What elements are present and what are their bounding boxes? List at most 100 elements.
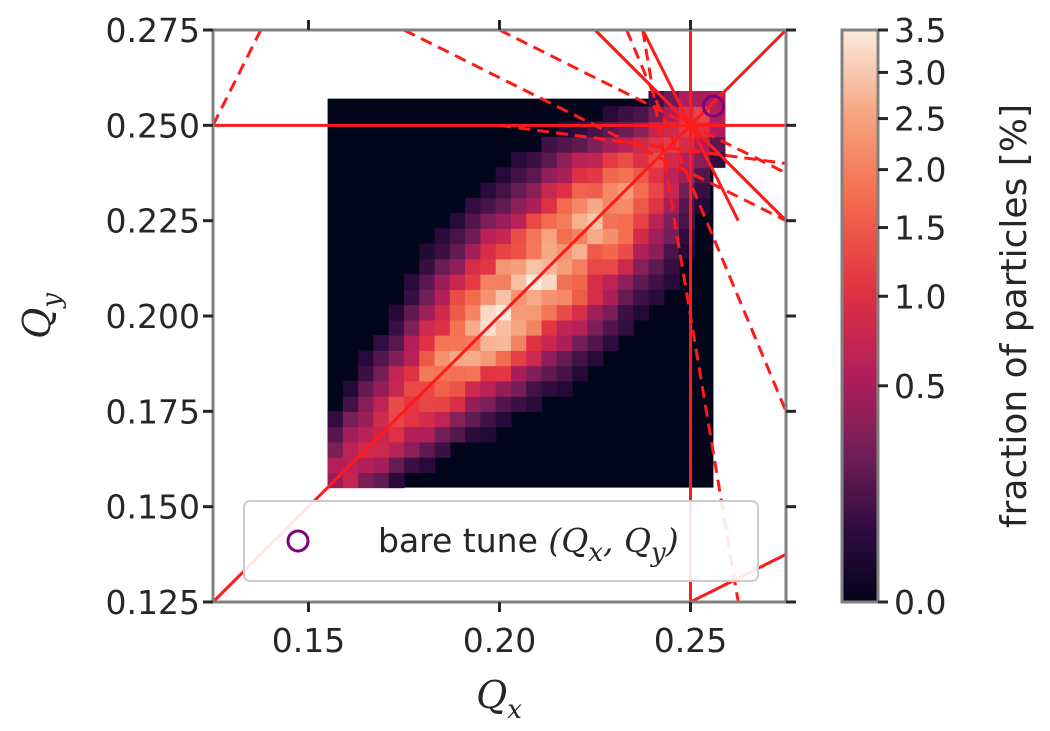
heatmap-bin bbox=[495, 274, 512, 290]
heatmap-bin bbox=[419, 304, 436, 321]
heatmap-bin bbox=[572, 167, 588, 184]
heatmap-bin bbox=[342, 426, 359, 443]
heatmap-bin bbox=[679, 197, 695, 214]
heatmap-bin bbox=[587, 319, 604, 336]
heatmap-bin bbox=[526, 304, 543, 321]
heatmap-bin bbox=[602, 213, 619, 229]
x-tick-label: 0.25 bbox=[654, 621, 727, 660]
heatmap-bin bbox=[404, 335, 420, 351]
heatmap-bin bbox=[541, 213, 558, 229]
heatmap-bin bbox=[495, 396, 512, 412]
heatmap-bin bbox=[419, 365, 436, 382]
heatmap-bin bbox=[434, 335, 451, 351]
heatmap-bin bbox=[648, 213, 665, 229]
heatmap-bin bbox=[572, 197, 588, 214]
heatmap-bin bbox=[434, 426, 451, 443]
heatmap-bin bbox=[617, 243, 634, 260]
colorbar-frame bbox=[840, 28, 880, 604]
heatmap-bin bbox=[465, 289, 481, 306]
heatmap-bin bbox=[342, 441, 359, 458]
heatmap-bin bbox=[404, 426, 420, 443]
heatmap-bin bbox=[526, 396, 543, 412]
heatmap-bin bbox=[648, 228, 665, 245]
heatmap-bin bbox=[541, 136, 558, 153]
heatmap-bin bbox=[434, 289, 451, 306]
heatmap-bin bbox=[602, 182, 619, 199]
colorbar-tick-label: 2.0 bbox=[894, 151, 946, 190]
heatmap-bin bbox=[373, 441, 390, 458]
heatmap-bin bbox=[358, 472, 375, 489]
heatmap-bin bbox=[663, 228, 680, 245]
heatmap-bin bbox=[617, 106, 634, 123]
heatmap-bin bbox=[419, 274, 436, 290]
heatmap-bin bbox=[526, 258, 543, 275]
heatmap-bin bbox=[572, 304, 588, 321]
colorbar-tick-label: 2.5 bbox=[894, 100, 946, 139]
heatmap-bin bbox=[342, 380, 359, 397]
heatmap-bin bbox=[541, 228, 558, 245]
heatmap-bin bbox=[419, 350, 436, 367]
heatmap-bin bbox=[572, 335, 588, 351]
heatmap-bin bbox=[510, 319, 527, 336]
heatmap-bin bbox=[526, 350, 543, 367]
heatmap-bin bbox=[449, 426, 466, 443]
heatmap-bin bbox=[648, 197, 665, 214]
heatmap-bin bbox=[388, 426, 405, 443]
colorbar-tick-label: 0.0 bbox=[894, 583, 946, 622]
heatmap-bin bbox=[449, 228, 466, 245]
heatmap-bin bbox=[556, 304, 573, 321]
heatmap-bin bbox=[434, 274, 451, 290]
heatmap-bin bbox=[388, 335, 405, 351]
heatmap-bin bbox=[404, 289, 420, 306]
heatmap-bin bbox=[434, 380, 451, 397]
heatmap-bin bbox=[617, 213, 634, 229]
heatmap-bin bbox=[572, 350, 588, 367]
heatmap-bin bbox=[434, 411, 451, 428]
heatmap-bin bbox=[572, 319, 588, 336]
heatmap-bin bbox=[556, 335, 573, 351]
heatmap-bin bbox=[465, 197, 481, 214]
colorbar-tick-label: 1.5 bbox=[894, 209, 946, 248]
resonance-line-dashed bbox=[498, 30, 786, 175]
colorbar: 0.0 0.5 1.0 1.5 2.0 2.5 3.03.5 fraction of par… bbox=[840, 11, 1035, 622]
heatmap-bin bbox=[388, 472, 405, 489]
heatmap-bin bbox=[617, 152, 634, 168]
heatmap-bin bbox=[449, 411, 466, 428]
heatmap-bin bbox=[358, 426, 375, 443]
y-axis-label: Qy bbox=[15, 293, 67, 339]
heatmap-bin bbox=[388, 380, 405, 397]
heatmap-bin bbox=[541, 167, 558, 184]
heatmap-bin bbox=[327, 441, 344, 458]
heatmap-bin bbox=[449, 274, 466, 290]
heatmap-bin bbox=[419, 457, 436, 473]
heatmap-bin bbox=[633, 182, 650, 199]
heatmap-bin bbox=[495, 319, 512, 336]
heatmap-bin bbox=[465, 274, 481, 290]
heatmap-bin bbox=[587, 136, 604, 153]
heatmap-bin bbox=[480, 396, 497, 412]
heatmap-bin bbox=[388, 319, 405, 336]
heatmap-bin bbox=[327, 457, 344, 473]
colorbar-tick-label: 3.5 bbox=[894, 11, 946, 50]
heatmap-bin bbox=[480, 426, 497, 443]
heatmap-bin bbox=[633, 258, 650, 275]
heatmap-bin bbox=[648, 167, 665, 184]
heatmap-bin bbox=[480, 335, 497, 351]
heatmap-bin bbox=[541, 197, 558, 214]
heatmap-bin bbox=[465, 396, 481, 412]
heatmap-bin bbox=[526, 319, 543, 336]
heatmap-bin bbox=[556, 319, 573, 336]
heatmap-bin bbox=[633, 152, 650, 168]
heatmap-bin bbox=[633, 228, 650, 245]
heatmap-bin bbox=[495, 243, 512, 260]
heatmap-bin bbox=[526, 213, 543, 229]
heatmap-bin bbox=[465, 380, 481, 397]
heatmap-bin bbox=[480, 213, 497, 229]
heatmap-bin bbox=[419, 396, 436, 412]
colorbar-tick-label: 0.5 bbox=[894, 367, 946, 406]
heatmap-bin bbox=[648, 258, 665, 275]
heatmap-bin bbox=[495, 335, 512, 351]
heatmap-bin bbox=[449, 243, 466, 260]
heatmap-bin bbox=[327, 411, 344, 428]
heatmap-bin bbox=[633, 304, 650, 321]
